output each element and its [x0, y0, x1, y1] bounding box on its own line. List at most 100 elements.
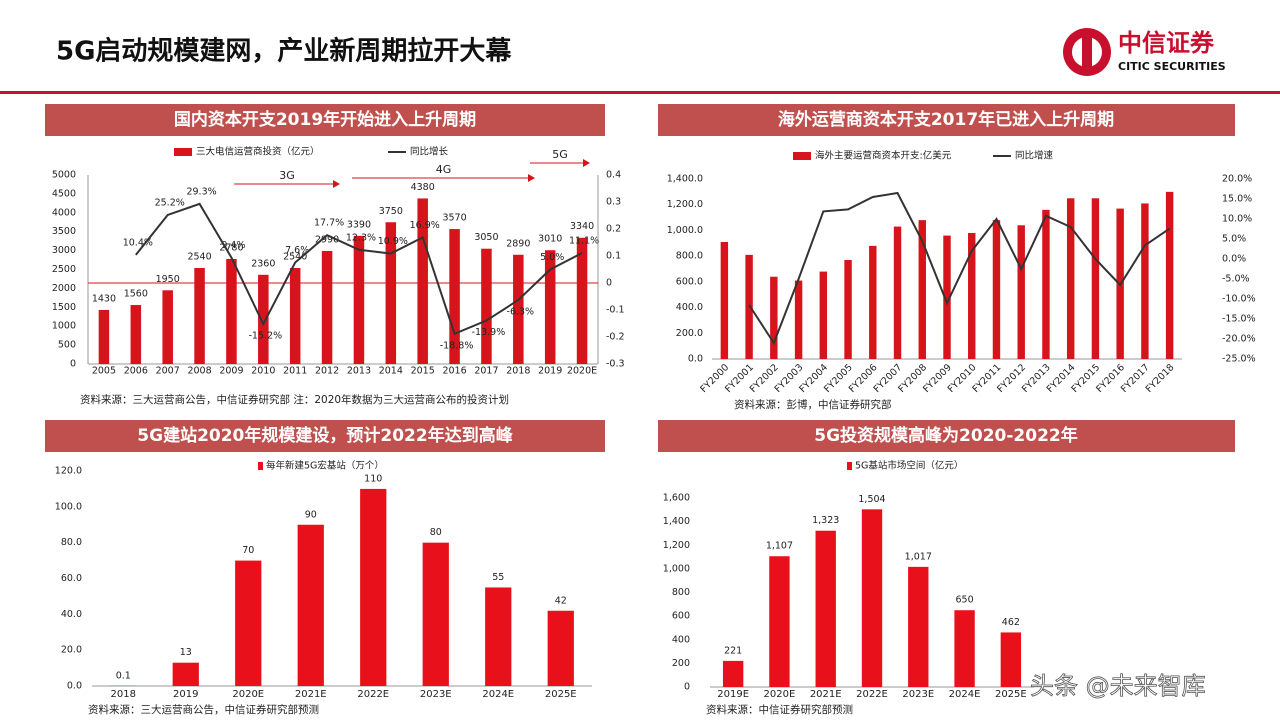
- x-tick-label: 2013: [347, 366, 371, 377]
- legend-label: 海外主要运营商资本开支:亿美元: [815, 150, 952, 162]
- y-tick-label: 2500: [52, 264, 76, 275]
- data-label: -6.3%: [507, 307, 535, 318]
- bar: [481, 248, 492, 364]
- bar: [819, 271, 828, 359]
- bar: [954, 610, 975, 687]
- y-tick-label: 80.0: [61, 537, 82, 548]
- bar: [258, 274, 269, 364]
- x-tick-label: 2016: [442, 366, 466, 377]
- bar: [794, 280, 803, 359]
- y2-tick-label: 20.0%: [1222, 174, 1252, 185]
- x-tick-label: 2020E: [567, 366, 597, 377]
- data-label: 17.7%: [314, 218, 344, 229]
- data-label: 4380: [411, 182, 435, 193]
- data-label: 0.1: [116, 670, 131, 681]
- source-note: 资料来源：三大运营商公告，中信证券研究部 注：2020年数据为三大运营商公布的投…: [80, 393, 509, 406]
- bar: [992, 220, 1001, 359]
- watermark: 头条 @未来智库: [1030, 672, 1206, 700]
- bar: [130, 305, 142, 364]
- bar: [385, 222, 397, 364]
- x-tick-label: 2020E: [764, 689, 796, 700]
- data-label: 1560: [124, 289, 148, 300]
- slide-title: 5G启动规模建网，产业新周期拉开大幕: [56, 36, 512, 67]
- x-tick-label: 2024E: [482, 689, 514, 700]
- y-tick-label: 200.0: [676, 328, 703, 339]
- x-tick-label: 2025E: [995, 689, 1027, 700]
- y-tick-label: 0.0: [688, 354, 703, 365]
- y-tick-label: 0: [684, 682, 690, 693]
- data-label: 10.9%: [378, 236, 408, 247]
- y2-tick-label: -0.2: [606, 332, 625, 343]
- y-tick-label: 4500: [52, 188, 76, 199]
- y2-tick-label: 0.3: [606, 197, 621, 208]
- y2-tick-label: -15.0%: [1222, 314, 1256, 325]
- data-label: 1,017: [905, 551, 932, 562]
- data-label: 3010: [538, 234, 562, 245]
- y-tick-label: 1,200: [663, 540, 690, 551]
- data-label: 3750: [379, 206, 403, 217]
- logo-name: 中信证券: [1118, 29, 1215, 57]
- x-tick-label: 2015: [411, 366, 435, 377]
- x-tick-label: 2012: [315, 366, 339, 377]
- y-tick-label: 1,000.0: [667, 225, 703, 236]
- y-tick-label: 100.0: [55, 501, 82, 512]
- panel-heading-bg: [45, 104, 605, 136]
- y-tick-label: 5000: [52, 170, 76, 181]
- x-tick-label: 2011: [283, 366, 307, 377]
- bar: [98, 309, 110, 364]
- bar: [226, 258, 237, 364]
- y2-tick-label: 10.0%: [1222, 214, 1252, 225]
- x-tick-label: 2022E: [357, 689, 389, 700]
- source-note: 资料来源：彭博，中信证券研究部: [734, 398, 892, 411]
- bar: [1165, 191, 1174, 359]
- data-label: 42: [555, 595, 567, 606]
- y-tick-label: 600: [672, 611, 690, 622]
- x-tick-label: 2006: [124, 366, 148, 377]
- y2-tick-label: -0.3: [606, 359, 625, 370]
- bar: [893, 226, 902, 359]
- bar: [745, 254, 753, 359]
- x-tick-label: 2007: [156, 366, 180, 377]
- y2-tick-label: 0.1: [606, 251, 621, 262]
- bar: [485, 587, 512, 686]
- x-tick-label: 2009: [219, 366, 243, 377]
- data-label: 80: [430, 527, 442, 538]
- annotation: 3G: [279, 169, 295, 182]
- bar: [422, 542, 449, 686]
- y2-tick-label: 0.2: [606, 224, 621, 235]
- data-label: 1950: [156, 274, 180, 285]
- data-label: 462: [1002, 617, 1020, 628]
- y2-tick-label: -0.1: [606, 305, 625, 316]
- bar: [918, 220, 926, 359]
- data-label: 3570: [442, 213, 466, 224]
- y2-tick-label: 5.0%: [1222, 234, 1246, 245]
- line: [748, 191, 1171, 346]
- y-tick-label: 500: [58, 340, 76, 351]
- data-label: 3340: [570, 221, 594, 232]
- x-tick-label: 2017: [474, 366, 498, 377]
- legend-swatch: [174, 148, 192, 156]
- data-label: 25.2%: [155, 197, 185, 208]
- bar: [1066, 198, 1075, 359]
- y-tick-label: 600.0: [676, 276, 703, 287]
- bar: [547, 610, 574, 686]
- source-note: 资料来源：三大运营商公告，中信证券研究部预测: [88, 703, 319, 716]
- y2-tick-label: -10.0%: [1222, 294, 1256, 305]
- y-tick-label: 3500: [52, 226, 76, 237]
- y-tick-label: 120.0: [55, 466, 82, 477]
- data-label: 29.3%: [186, 186, 216, 197]
- y-tick-label: 400: [672, 634, 690, 645]
- x-tick-label: 2021E: [295, 689, 327, 700]
- x-tick-label: 2023E: [420, 689, 452, 700]
- source-note: 资料来源：中信证券研究部预测: [706, 703, 853, 716]
- y-tick-label: 1,600: [663, 493, 690, 504]
- y-tick-label: 40.0: [61, 609, 82, 620]
- y-tick-label: 1,400.0: [667, 174, 703, 185]
- annotation-arrowhead: [583, 159, 590, 167]
- bar: [844, 260, 852, 359]
- panel-heading: 5G建站2020年规模建设，预计2022年达到高峰: [137, 425, 513, 446]
- bar: [769, 556, 790, 687]
- x-tick-label: 2019: [173, 689, 198, 700]
- data-label: -15.2%: [249, 331, 283, 342]
